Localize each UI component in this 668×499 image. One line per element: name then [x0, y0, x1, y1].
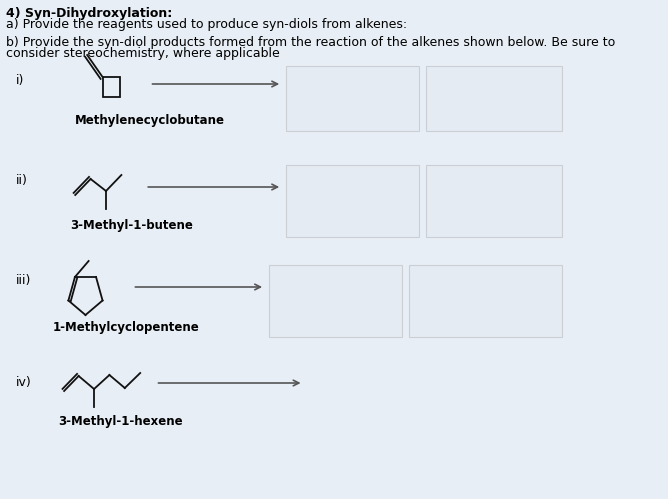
Text: iii): iii) [15, 274, 31, 287]
Text: iv): iv) [15, 376, 31, 389]
Bar [269, 265, 401, 337]
Text: 3-Methyl-1-butene: 3-Methyl-1-butene [70, 219, 193, 232]
Text: a) Provide the reagents used to produce syn-diols from alkenes:: a) Provide the reagents used to produce … [6, 18, 407, 31]
Bar [426, 66, 562, 131]
Bar [287, 165, 419, 237]
Text: Methylenecyclobutane: Methylenecyclobutane [75, 114, 225, 127]
Text: 1-Methylcyclopentene: 1-Methylcyclopentene [53, 321, 200, 334]
Text: 3-Methyl-1-hexene: 3-Methyl-1-hexene [58, 415, 183, 428]
Text: 4) Syn-Dihydroxylation:: 4) Syn-Dihydroxylation: [6, 7, 172, 20]
Text: b) Provide the syn-diol products formed from the reaction of the alkenes shown b: b) Provide the syn-diol products formed … [6, 36, 615, 49]
Bar [287, 66, 419, 131]
Text: i): i) [15, 74, 24, 87]
Text: ii): ii) [15, 174, 27, 187]
Bar [409, 265, 562, 337]
Bar [426, 165, 562, 237]
Text: consider stereochemistry, where applicable: consider stereochemistry, where applicab… [6, 47, 280, 60]
